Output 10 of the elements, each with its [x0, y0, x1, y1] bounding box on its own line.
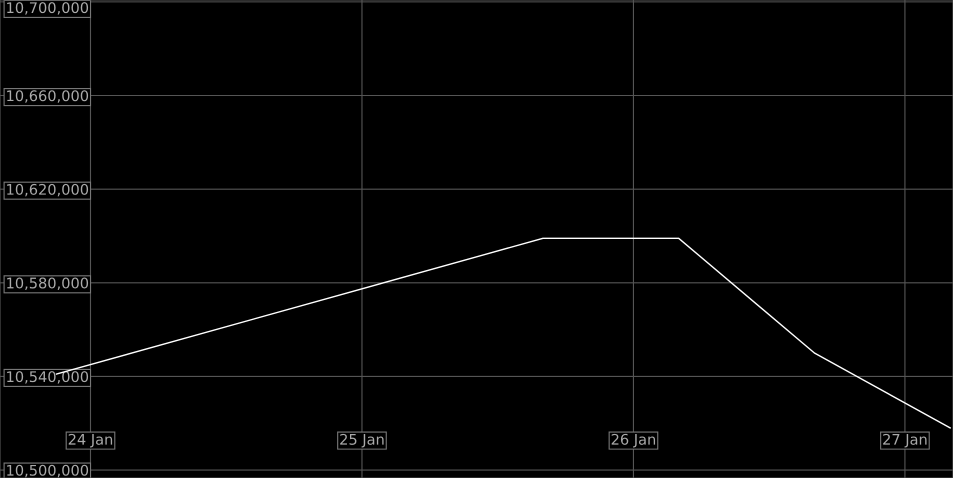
- y-tick-label: 10,620,000: [7, 184, 88, 196]
- y-tick-label: 10,700,000: [7, 2, 88, 15]
- x-tick-label: 26 Jan: [612, 434, 656, 448]
- x-tick-label: 25 Jan: [340, 434, 384, 448]
- y-tick-label: 10,540,000: [7, 371, 88, 384]
- y-tick-label: 10,500,000: [7, 464, 88, 478]
- y-tick-label: 10,660,000: [7, 90, 88, 103]
- x-tick-label: 24 Jan: [68, 434, 112, 448]
- x-tick-label: 27 Jan: [883, 434, 927, 448]
- y-tick-label: 10,580,000: [7, 277, 88, 290]
